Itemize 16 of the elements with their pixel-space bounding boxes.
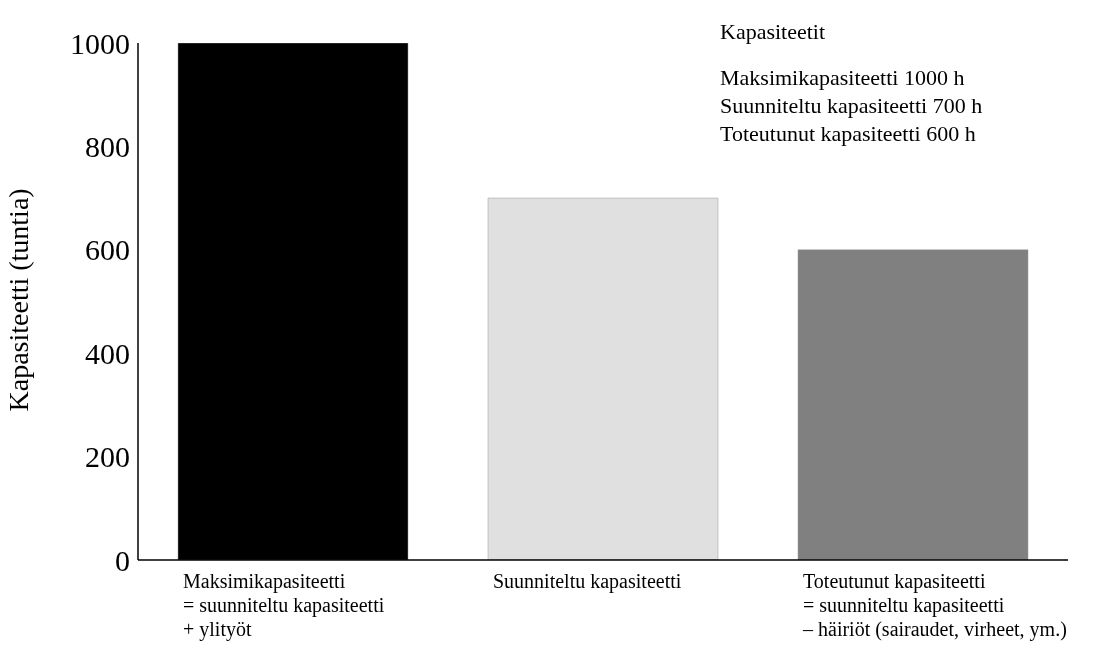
y-tick-label: 0: [115, 543, 130, 577]
x-tick-label: Maksimikapasiteetti = suunniteltu kapasiteetti + ylityöt: [183, 570, 385, 641]
text: Toteutunut kapasiteetti 600 h: [720, 121, 976, 146]
y-axis-title: Kapasiteetti (tuntia): [2, 188, 34, 412]
x-tick-label: Suunniteltu kapasiteetti: [493, 570, 682, 593]
text: Suunniteltu kapasiteetti 700 h: [720, 93, 983, 118]
y-tick-label: 600: [85, 233, 130, 267]
x-tick-label: Toteutunut kapasiteetti = suunniteltu kapasiteetti – häiriöt (sairaudet, virheet, ym.): [802, 570, 1067, 641]
y-tick-label: 400: [85, 336, 130, 370]
text: Kapasiteetit: [720, 19, 826, 44]
bar: [487, 197, 719, 560]
y-tick-label: 800: [85, 130, 130, 164]
y-tick-label: 1000: [70, 26, 130, 60]
y-tick-label: 200: [85, 440, 130, 474]
text: Maksimikapasiteetti 1000 h: [720, 65, 965, 90]
bar: [797, 249, 1029, 560]
